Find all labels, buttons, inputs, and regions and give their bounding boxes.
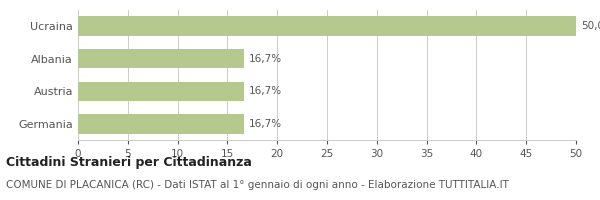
Text: 16,7%: 16,7% <box>250 119 283 129</box>
Text: 16,7%: 16,7% <box>250 86 283 96</box>
Bar <box>78 16 576 36</box>
Text: 16,7%: 16,7% <box>250 54 283 64</box>
Text: 50,0%: 50,0% <box>581 21 600 31</box>
Text: Cittadini Stranieri per Cittadinanza: Cittadini Stranieri per Cittadinanza <box>6 156 252 169</box>
Text: COMUNE DI PLACANICA (RC) - Dati ISTAT al 1° gennaio di ogni anno - Elaborazione : COMUNE DI PLACANICA (RC) - Dati ISTAT al… <box>6 180 509 190</box>
Bar <box>78 114 244 134</box>
Bar <box>78 49 244 68</box>
Bar <box>78 82 244 101</box>
